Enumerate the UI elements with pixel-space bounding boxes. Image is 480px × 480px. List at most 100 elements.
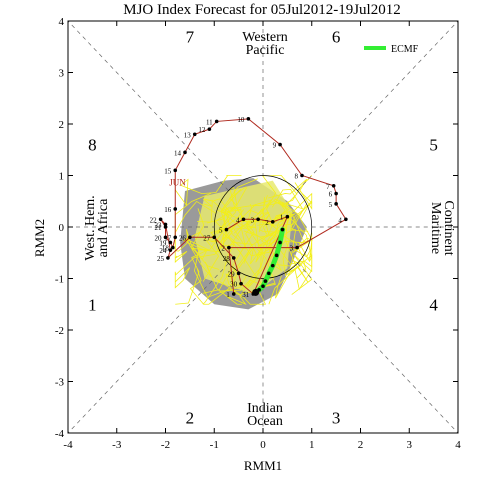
ensemble-member-line xyxy=(233,212,288,257)
observed-point xyxy=(241,217,246,222)
observed-day-label: 29 xyxy=(228,270,236,278)
x-tick-label: 1 xyxy=(309,439,315,451)
observed-point xyxy=(173,235,178,240)
y-axis-label: RMM2 xyxy=(32,219,47,257)
ensemble-member-line xyxy=(207,207,242,243)
x-tick-label: -3 xyxy=(112,439,122,451)
observed-day-label: 4 xyxy=(338,216,342,224)
phase-label: 3 xyxy=(332,409,341,428)
observed-day-label: 14 xyxy=(174,149,182,157)
observed-day-label: 6 xyxy=(329,191,333,199)
unit-circle xyxy=(213,175,313,279)
forecast-point xyxy=(252,288,260,296)
observed-day-label: 19 xyxy=(159,239,167,247)
forecast-track xyxy=(252,227,285,296)
ensemble-member-line xyxy=(258,195,281,233)
ensemble-member-line xyxy=(243,226,287,264)
observed-day-label: 7 xyxy=(326,183,330,191)
forecast-point xyxy=(280,227,285,232)
x-tick-label: -4 xyxy=(63,439,73,451)
observed-point xyxy=(231,256,236,260)
ensemble-member-line xyxy=(268,178,313,232)
region-label-line: Ocean xyxy=(247,414,283,429)
observed-day-label: 8 xyxy=(295,173,299,181)
phase-label: 8 xyxy=(88,136,97,155)
y-tick-label: -4 xyxy=(55,428,65,440)
ensemble-member-line xyxy=(202,188,255,294)
observed-day-label: 3 xyxy=(251,216,255,224)
observed-day-label: 31 xyxy=(242,291,250,299)
y-tick-label: -2 xyxy=(55,325,64,337)
region-label-line: Maritime xyxy=(428,202,443,254)
observed-day-label: 2 xyxy=(221,245,225,253)
observed-point xyxy=(334,191,338,196)
ensemble-member-line xyxy=(259,175,298,233)
observed-day-label: 21 xyxy=(155,224,163,232)
observed-day-label: 13 xyxy=(184,131,192,139)
observed-point xyxy=(163,235,168,240)
y-tick-label: -3 xyxy=(55,377,65,389)
ensemble-member-line xyxy=(185,225,242,305)
observed-day-label: 24 xyxy=(159,247,167,255)
observed-point xyxy=(171,245,175,250)
region-label-line: West. Hem. xyxy=(83,195,98,260)
ensemble-member-line xyxy=(265,216,313,260)
y-tick-label: 4 xyxy=(59,16,65,28)
y-tick-label: 2 xyxy=(59,119,65,131)
ensemble-member-line xyxy=(268,240,309,305)
ensemble-member-line xyxy=(175,247,220,305)
phase-label: 7 xyxy=(186,27,195,46)
observed-day-label: 20 xyxy=(155,234,163,242)
phase-label: 4 xyxy=(429,295,438,314)
x-axis-ticks: -4 -3 -2 -1 0 1 2 3 4 xyxy=(63,21,461,451)
ensemble-member-line xyxy=(249,207,297,257)
observed-point xyxy=(344,217,348,222)
observed-day-label: 12 xyxy=(198,126,206,134)
y-tick-label: 0 xyxy=(59,222,65,234)
ensemble-member-line xyxy=(182,208,220,282)
ensemble-member-line xyxy=(279,215,313,291)
observed-point xyxy=(285,214,290,219)
ensemble-member-line xyxy=(278,199,314,263)
observed-day-label: 1 xyxy=(226,291,230,299)
ensemble-member-line xyxy=(291,232,313,295)
ensemble-plumes xyxy=(174,175,314,310)
observed-point xyxy=(295,245,299,250)
x-tick-label: 4 xyxy=(455,439,461,451)
region-west-hem-africa: West. Hem. and Africa xyxy=(83,195,111,260)
observed-day-label: 16 xyxy=(164,206,172,214)
observed-point xyxy=(224,227,229,232)
observed-point xyxy=(212,235,217,240)
ensemble-member-line xyxy=(225,204,307,287)
forecast-point xyxy=(278,240,282,245)
guide-diagonal xyxy=(297,20,459,191)
phase-label: 5 xyxy=(429,136,438,155)
observed-day-label: 28 xyxy=(223,255,231,263)
phase-label: 2 xyxy=(186,409,195,428)
region-label-line: and Africa xyxy=(96,198,111,257)
y-tick-label: -1 xyxy=(55,274,64,286)
observed-point xyxy=(163,222,168,227)
observed-day-label: 26 xyxy=(179,234,187,242)
region-maritime-continent: Maritime Continent xyxy=(428,200,456,255)
region-label-line: Western xyxy=(242,30,288,45)
observed-point xyxy=(173,207,178,211)
observed-point xyxy=(188,235,192,240)
observed-day-label: 5 xyxy=(329,201,333,209)
ensemble-member-line xyxy=(174,175,242,207)
x-tick-label: -2 xyxy=(161,439,170,451)
ensemble-member-line xyxy=(207,201,286,226)
region-western-pacific: Western Pacific xyxy=(242,30,288,58)
observed-day-label: 4 xyxy=(236,216,240,224)
forecast-point xyxy=(267,271,271,276)
guide-diagonal xyxy=(67,20,229,191)
y-tick-label: 1 xyxy=(59,171,65,183)
ensemble-member-line xyxy=(262,200,313,235)
observed-day-label: 9 xyxy=(273,142,277,150)
x-tick-label: 3 xyxy=(407,439,413,451)
observed-point xyxy=(163,225,168,229)
observed-point xyxy=(158,217,163,222)
